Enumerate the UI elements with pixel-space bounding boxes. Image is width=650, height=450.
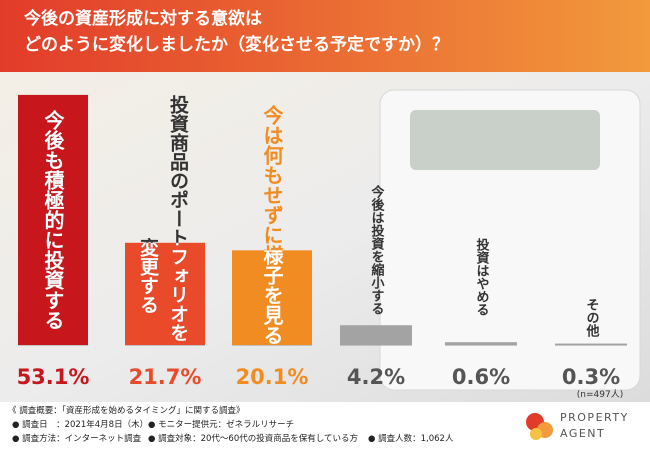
header-band [0, 0, 650, 72]
survey-item: ● 調査方法：インターネット調査 [12, 433, 142, 444]
category-label: 変更する [137, 237, 159, 314]
sample-note: (n=497人) [577, 389, 623, 400]
survey-item: ● モニター提供元：ゼネラルリサーチ [148, 419, 294, 430]
category-label-on-bar: 変更する [137, 237, 159, 314]
bar [555, 343, 627, 345]
category-label-on-bar: 投資商品のポートフォリオを [167, 94, 189, 342]
category-label: 今後も積極的に投資する [41, 109, 65, 330]
bar [340, 325, 412, 345]
logo-text: AGENT [560, 427, 605, 440]
survey-title: 《 調査概要：「資産形成を始めるタイミング」に関する調査》 [8, 405, 244, 416]
value-label: 20.1% [236, 365, 309, 389]
category-label-on-bar: 今後も積極的に投資する [41, 109, 65, 330]
survey-item: ● 調査人数：1,062人 [368, 433, 454, 444]
value-label: 4.2% [347, 365, 405, 389]
bar [232, 250, 312, 345]
value-label: 0.3% [562, 365, 620, 389]
bar [125, 242, 205, 345]
category-label: 今後は投資を縮小する [369, 184, 386, 315]
logo-mark [526, 413, 553, 440]
bar [18, 94, 88, 345]
calculator-display [410, 110, 600, 170]
category-label-on-bar: 今は何もせずに様子を見る [260, 104, 284, 345]
title-line: 今後の資産形成に対する意欲は [24, 8, 262, 29]
survey-item: ● 調査日 ：2021年4月8日（木） [12, 419, 148, 430]
value-label: 0.6% [452, 365, 510, 389]
title-line: どのように変化しましたか（変化させる予定ですか）？ [24, 34, 449, 55]
logo-text: PROPERTY [560, 411, 629, 424]
bar [445, 342, 517, 345]
category-label: 投資はやめる [474, 237, 490, 316]
category-label: その他 [584, 298, 601, 338]
value-label: 21.7% [129, 365, 202, 389]
category-label: 投資商品のポートフォリオを [167, 94, 189, 342]
category-label: 今は何もせずに様子を見る [260, 104, 284, 345]
value-label: 53.1% [17, 365, 90, 389]
survey-item: ● 調査対象：20代～60代の投資商品を保有している方 [148, 433, 358, 444]
